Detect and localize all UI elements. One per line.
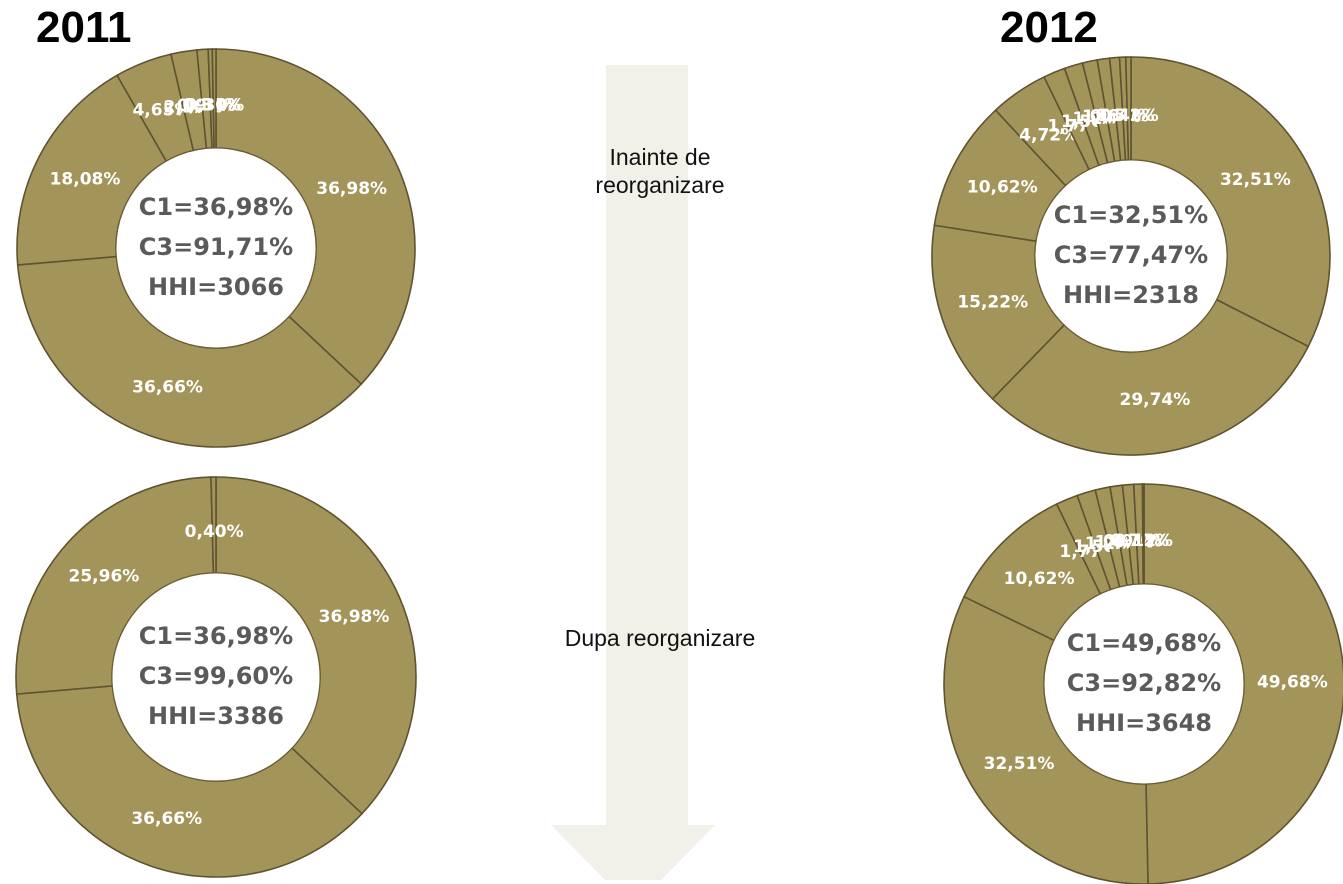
donut-hole [1034,159,1228,353]
segment-value-label: 49,68% [1257,673,1328,693]
segment-value-label: 4,65% [132,100,191,120]
donut-hole [1043,583,1245,785]
segment-value-label: 0,80% [1090,106,1149,126]
segment-value-label: 36,98% [319,607,390,627]
segment-value-label: 0,42% [1100,106,1159,126]
center-metric-label: HHI=3066 [148,273,284,301]
center-metric-label: C1=49,68% [1067,629,1221,657]
year-label-2012: 2012 [1000,3,1098,52]
segment-value-label: 0,33% [182,96,241,116]
center-metric-label: C1=36,98% [139,193,293,221]
center-metric-label: C3=91,71% [139,233,293,261]
segment-value-label: 0,12% [1114,531,1173,551]
segment-value-label: 32,51% [1220,170,1291,190]
segment-value-label: 36,66% [132,378,203,398]
year-label-2011: 2011 [36,3,132,52]
segment-value-label: 15,22% [957,292,1028,312]
donut-hole [115,147,317,349]
donut-hole [111,572,321,782]
segment-value-label: 25,96% [69,567,140,587]
segment-value-label: 0,50% [1096,106,1155,126]
segment-value-label: 10,62% [967,178,1038,198]
center-metric-label: C3=77,47% [1054,241,1208,269]
segment-value-label: 0,90% [1103,532,1162,552]
caption-after-reorganization: Dupa reorganizare [564,625,756,651]
center-metric-label: C3=92,82% [1067,669,1221,697]
segment-value-label: 32,51% [984,754,1055,774]
center-metric-label: C1=32,51% [1054,201,1208,229]
segment-value-label: 18,08% [50,169,121,189]
segment-value-label: 29,74% [1119,390,1190,410]
center-metric-label: C1=36,98% [139,622,293,650]
center-metric-label: HHI=3648 [1076,709,1212,737]
segment-value-label: 36,66% [131,809,202,829]
segment-value-label: 0,30% [185,96,244,116]
caption-before-reorganization: Inainte de reorganizare [595,144,725,198]
segment-value-label: 0,40% [185,522,244,542]
segment-value-label: 0,90% [177,96,236,116]
segment-value-label: 4,72% [1019,126,1078,146]
center-metric-label: HHI=2318 [1063,281,1199,309]
segment-value-label: 0,70% [1110,531,1169,551]
segment-value-label: 10,62% [1004,569,1075,589]
segment-value-label: 36,98% [316,179,387,199]
center-metric-label: C3=99,60% [139,662,293,690]
center-metric-label: HHI=3386 [148,702,284,730]
